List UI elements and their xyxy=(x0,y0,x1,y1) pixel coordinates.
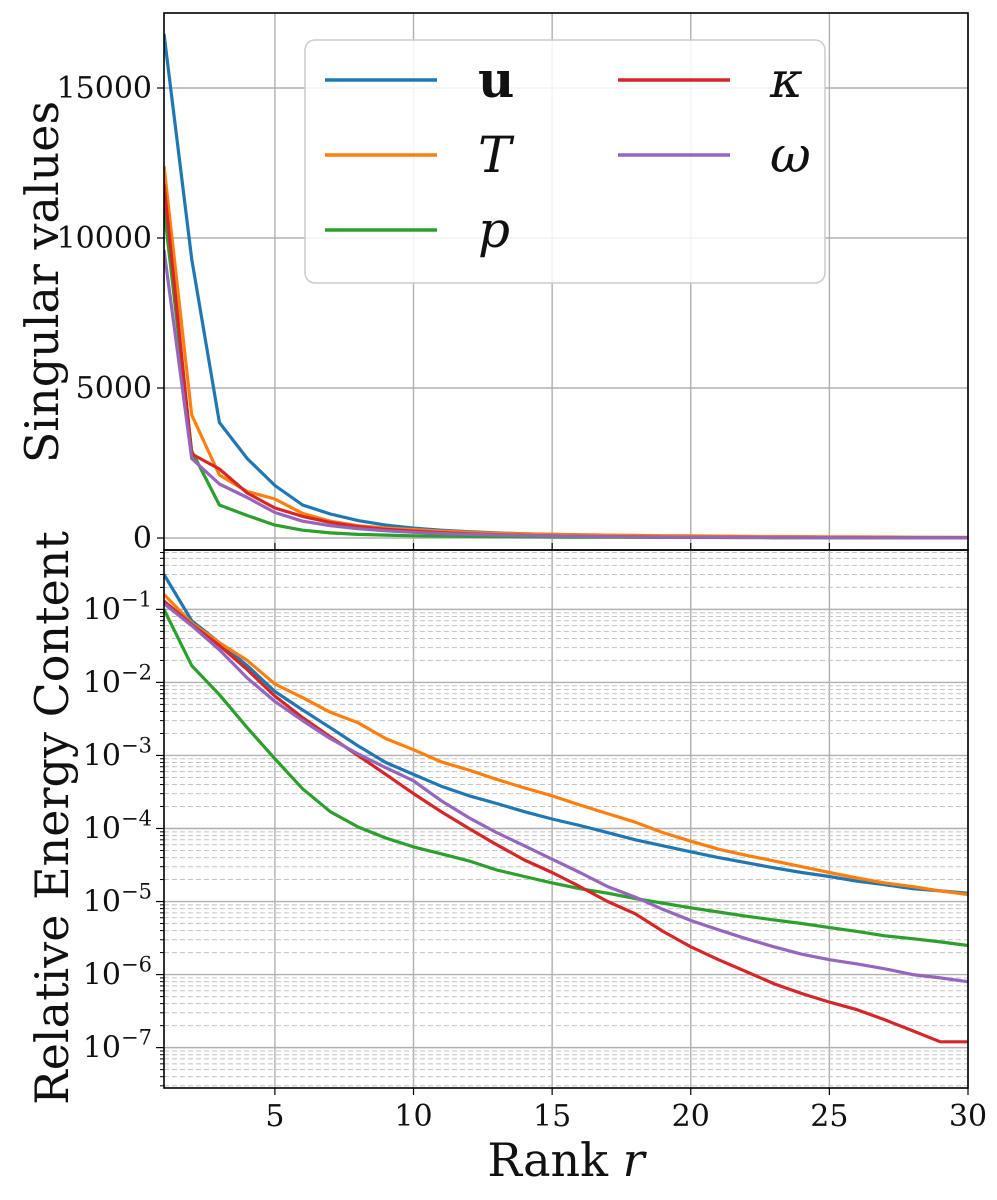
top-y-tick-label: 0 xyxy=(133,521,152,556)
bottom-line-T xyxy=(164,593,968,897)
bottom-line-ω xyxy=(164,602,968,984)
top-y-tick-label: 15000 xyxy=(57,71,152,106)
bottom-y-tick-label: 10−4 xyxy=(83,806,152,846)
x-tick-label: 10 xyxy=(394,1099,432,1134)
top-panel-lines xyxy=(164,33,968,540)
x-axis-ticks: 5 10 15 20 25 30 xyxy=(265,543,987,1134)
legend: uTp κω xyxy=(304,39,826,284)
bottom-y-tick-label: 10−2 xyxy=(83,660,152,700)
bottom-panel-frame xyxy=(163,549,969,1089)
bottom-line-u xyxy=(164,573,968,895)
bottom-panel-y-ticks: 10−1 10−2 10−3 10−4 10−5 10−6 10−7 xyxy=(83,552,164,1087)
bottom-y-tick-label: 10−6 xyxy=(83,953,152,993)
bottom-line-κ xyxy=(164,599,968,1044)
legend-label-p: p xyxy=(478,201,510,259)
bottom-y-tick-label: 10−1 xyxy=(83,587,152,627)
top-line-ω xyxy=(164,249,968,540)
x-axis-label: Rank r xyxy=(487,1133,647,1187)
x-tick-label: 5 xyxy=(265,1099,284,1134)
top-y-axis-label: Singular values xyxy=(15,101,69,463)
bottom-y-tick-label: 10−3 xyxy=(83,733,152,773)
legend-label-T: T xyxy=(478,126,515,184)
bottom-line-p xyxy=(164,608,968,948)
bottom-y-tick-label: 10−5 xyxy=(83,880,152,920)
bottom-y-tick-label: 10−7 xyxy=(83,1026,152,1066)
top-y-tick-label: 10000 xyxy=(57,221,152,256)
top-y-tick-label: 5000 xyxy=(76,371,152,406)
legend-label-κ: κ xyxy=(769,51,803,109)
x-tick-label: 25 xyxy=(810,1099,848,1134)
x-tick-label: 20 xyxy=(672,1099,710,1134)
top-panel-y-ticks: 0 5000 10000 15000 xyxy=(57,71,164,556)
bottom-panel-lines xyxy=(164,573,968,1044)
bottom-y-axis-label: Relative Energy Content xyxy=(25,531,79,1105)
x-tick-label: 30 xyxy=(949,1099,987,1134)
legend-label-u: u xyxy=(478,50,514,109)
legend-box xyxy=(304,39,826,284)
x-tick-label: 15 xyxy=(533,1099,571,1134)
legend-label-ω: ω xyxy=(770,126,811,184)
